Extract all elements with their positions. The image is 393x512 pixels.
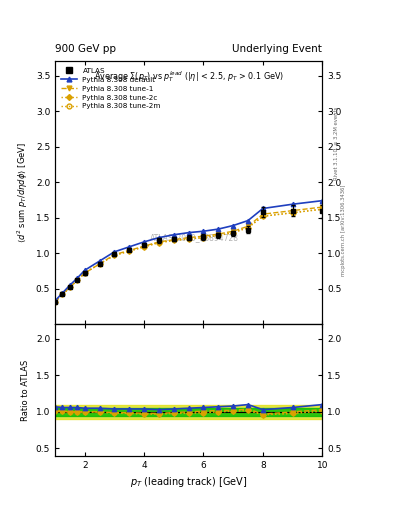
Pythia 8.308 tune-1 [216,231,221,237]
Pythia 8.308 tune-2c [53,299,57,305]
Pythia 8.308 tune-2c [201,234,206,241]
Bar [55,408,322,416]
Line: Pythia 8.308 tune-2c: Pythia 8.308 tune-2c [53,207,324,304]
Pythia 8.308 tune-2c [186,236,191,242]
Pythia 8.308 tune-2c [231,229,235,236]
Pythia 8.308 tune-1 [127,247,132,253]
Bar [55,404,322,419]
Pythia 8.308 default [201,228,206,234]
Text: 900 GeV pp: 900 GeV pp [55,44,116,54]
Pythia 8.308 default [127,244,132,250]
Pythia 8.308 tune-1 [186,234,191,241]
Pythia 8.308 tune-1 [320,204,325,210]
Y-axis label: Ratio to ATLAS: Ratio to ATLAS [21,359,30,420]
Pythia 8.308 tune-2c [320,206,325,212]
Text: Underlying Event: Underlying Event [232,44,322,54]
Pythia 8.308 tune-1 [156,239,161,245]
Pythia 8.308 tune-1 [261,211,265,217]
X-axis label: $p_T$ (leading track) [GeV]: $p_T$ (leading track) [GeV] [130,475,247,489]
Pythia 8.308 tune-1 [171,237,176,243]
Pythia 8.308 tune-2c [68,284,72,290]
Line: Pythia 8.308 default: Pythia 8.308 default [53,199,325,303]
Pythia 8.308 default [60,290,65,296]
Text: mcplots.cern.ch [arXiv:1306.3436]: mcplots.cern.ch [arXiv:1306.3436] [342,185,346,276]
Pythia 8.308 default [142,239,147,245]
Pythia 8.308 default [112,249,117,255]
Pythia 8.308 tune-2m [127,248,132,254]
Pythia 8.308 tune-1 [231,228,235,234]
Pythia 8.308 tune-2m [171,238,176,244]
Pythia 8.308 tune-2m [290,210,295,216]
Pythia 8.308 tune-2c [75,277,80,283]
Pythia 8.308 tune-1 [112,251,117,258]
Pythia 8.308 tune-2m [246,225,250,231]
Pythia 8.308 tune-1 [53,299,57,305]
Pythia 8.308 tune-2c [261,213,265,219]
Legend: ATLAS, Pythia 8.308 default, Pythia 8.308 tune-1, Pythia 8.308 tune-2c, Pythia 8: ATLAS, Pythia 8.308 default, Pythia 8.30… [59,65,163,112]
Text: Average $\Sigma(p_T)$ vs $p_T^{lead}$ ($|\eta|$ < 2.5, $p_T$ > 0.1 GeV): Average $\Sigma(p_T)$ vs $p_T^{lead}$ ($… [94,69,284,84]
Pythia 8.308 tune-1 [75,277,80,283]
Pythia 8.308 tune-2c [246,225,250,231]
Pythia 8.308 tune-2m [231,229,235,236]
Pythia 8.308 default [261,205,265,211]
Pythia 8.308 tune-2c [97,261,102,267]
Pythia 8.308 default [171,232,176,238]
Pythia 8.308 tune-2c [60,291,65,297]
Line: Pythia 8.308 tune-1: Pythia 8.308 tune-1 [53,205,324,304]
Pythia 8.308 tune-2c [142,244,147,250]
Pythia 8.308 default [186,229,191,236]
Pythia 8.308 tune-2m [68,284,72,290]
Pythia 8.308 default [231,222,235,228]
Pythia 8.308 tune-2m [216,232,221,239]
Pythia 8.308 default [68,282,72,288]
Pythia 8.308 tune-2m [186,236,191,242]
Pythia 8.308 tune-2m [53,299,57,305]
Pythia 8.308 tune-2m [97,261,102,267]
Y-axis label: $\langle d^2$ sum $p_T/d\eta d\phi\rangle$ [GeV]: $\langle d^2$ sum $p_T/d\eta d\phi\rangl… [16,142,30,243]
Pythia 8.308 default [97,258,102,264]
Pythia 8.308 tune-2m [60,291,65,297]
Pythia 8.308 tune-2c [112,252,117,259]
Pythia 8.308 default [290,201,295,207]
Pythia 8.308 tune-1 [97,261,102,267]
Pythia 8.308 tune-2m [261,213,265,219]
Pythia 8.308 tune-1 [83,270,87,276]
Pythia 8.308 default [216,226,221,232]
Pythia 8.308 tune-2c [127,248,132,254]
Pythia 8.308 default [320,198,325,204]
Pythia 8.308 tune-2m [75,277,80,283]
Pythia 8.308 tune-1 [290,207,295,214]
Pythia 8.308 default [75,275,80,281]
Pythia 8.308 tune-1 [142,243,147,249]
Pythia 8.308 default [53,298,57,304]
Text: Rivet 3.1.10, ≥ 3.2M events: Rivet 3.1.10, ≥ 3.2M events [334,106,338,180]
Pythia 8.308 tune-2c [83,270,87,276]
Pythia 8.308 tune-2m [142,244,147,250]
Pythia 8.308 tune-1 [60,291,65,297]
Pythia 8.308 tune-2m [156,240,161,246]
Line: Pythia 8.308 tune-2m: Pythia 8.308 tune-2m [53,207,324,304]
Pythia 8.308 tune-1 [201,233,206,239]
Pythia 8.308 tune-2c [156,240,161,246]
Pythia 8.308 tune-2c [290,210,295,216]
Pythia 8.308 tune-2m [201,234,206,241]
Pythia 8.308 default [246,218,250,224]
Pythia 8.308 tune-1 [68,284,72,290]
Pythia 8.308 default [83,267,87,273]
Pythia 8.308 tune-2c [171,238,176,244]
Pythia 8.308 tune-2m [320,206,325,212]
Pythia 8.308 tune-1 [246,223,250,229]
Text: ATLAS_2010_S8894728: ATLAS_2010_S8894728 [149,233,239,242]
Pythia 8.308 tune-2m [83,270,87,276]
Pythia 8.308 tune-2m [112,252,117,259]
Pythia 8.308 tune-2c [216,232,221,239]
Pythia 8.308 default [156,234,161,241]
